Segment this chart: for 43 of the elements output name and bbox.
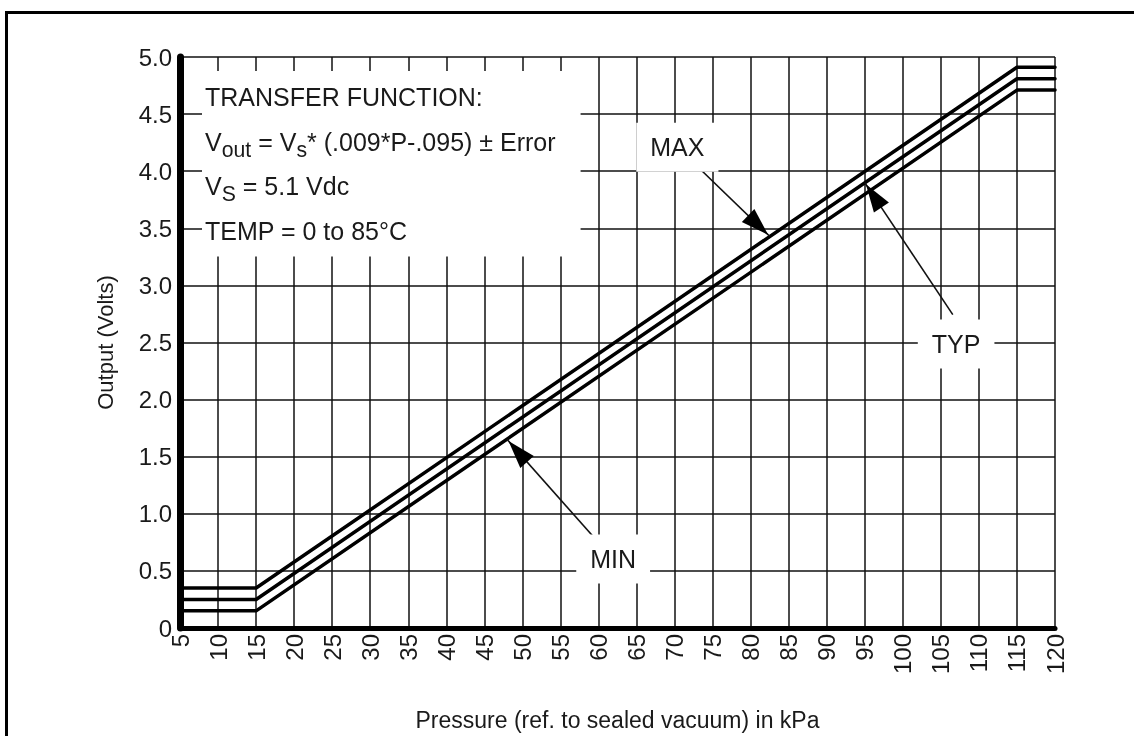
y-tick-label: 3.5 [138, 214, 172, 242]
x-tick-label: 95 [851, 634, 879, 661]
annotation: TEMP = 0 to 85°C [205, 216, 407, 245]
x-tick-label: 50 [508, 634, 536, 661]
y-axis-title: Output (Volts) [92, 275, 118, 410]
y-tick-label: 2.0 [138, 386, 172, 414]
y-tick-label: 0.5 [138, 557, 172, 585]
x-tick-label: 60 [584, 634, 612, 661]
x-tick-label: 35 [394, 634, 422, 661]
annotation: V$_{S}$ = 5.1 Vdc [205, 172, 350, 207]
y-tick-label: 3.0 [138, 271, 172, 299]
annotation: TYP [931, 330, 981, 359]
x-tick-label: 105 [927, 634, 955, 675]
x-tick-label: 70 [661, 634, 689, 661]
y-tick-label: 0 [158, 614, 172, 642]
x-tick-label: 10 [204, 634, 232, 661]
x-tick-label: 30 [356, 634, 384, 661]
x-tick-label: 110 [965, 634, 993, 673]
x-tick-label: 20 [280, 634, 308, 661]
y-tick-label: 1.5 [138, 443, 172, 471]
x-tick-label: 120 [1041, 634, 1069, 675]
annotation: MAX [650, 133, 705, 162]
x-tick-label: 115 [1003, 634, 1031, 673]
x-tick-label: 45 [470, 634, 498, 661]
x-tick-label: 85 [775, 634, 803, 661]
y-tick-label: 2.5 [138, 329, 172, 356]
x-tick-label: 25 [318, 634, 346, 661]
annotation: V$_{out}$ = V$_{s}$* (.009*P-.095) ± Error [205, 127, 556, 162]
annotation: MIN [590, 545, 637, 574]
x-tick-label: 15 [242, 634, 270, 661]
x-tick-label: 40 [432, 634, 460, 661]
x-tick-label: 100 [889, 634, 917, 675]
annotation: TRANSFER FUNCTION: [205, 83, 483, 111]
y-tick-label: 4.0 [138, 157, 172, 185]
y-tick-label: 4.5 [138, 100, 172, 128]
x-tick-label: 65 [623, 634, 651, 661]
y-tick-label: 1.0 [138, 500, 172, 528]
x-tick-label: 80 [737, 634, 765, 661]
x-tick-label: 55 [546, 634, 574, 661]
x-tick-label: 75 [699, 634, 727, 661]
y-tick-label: 5.0 [138, 43, 172, 71]
x-axis-title: Pressure (ref. to sealed vacuum) in kPa [415, 706, 820, 733]
x-tick-label: 90 [813, 634, 841, 661]
